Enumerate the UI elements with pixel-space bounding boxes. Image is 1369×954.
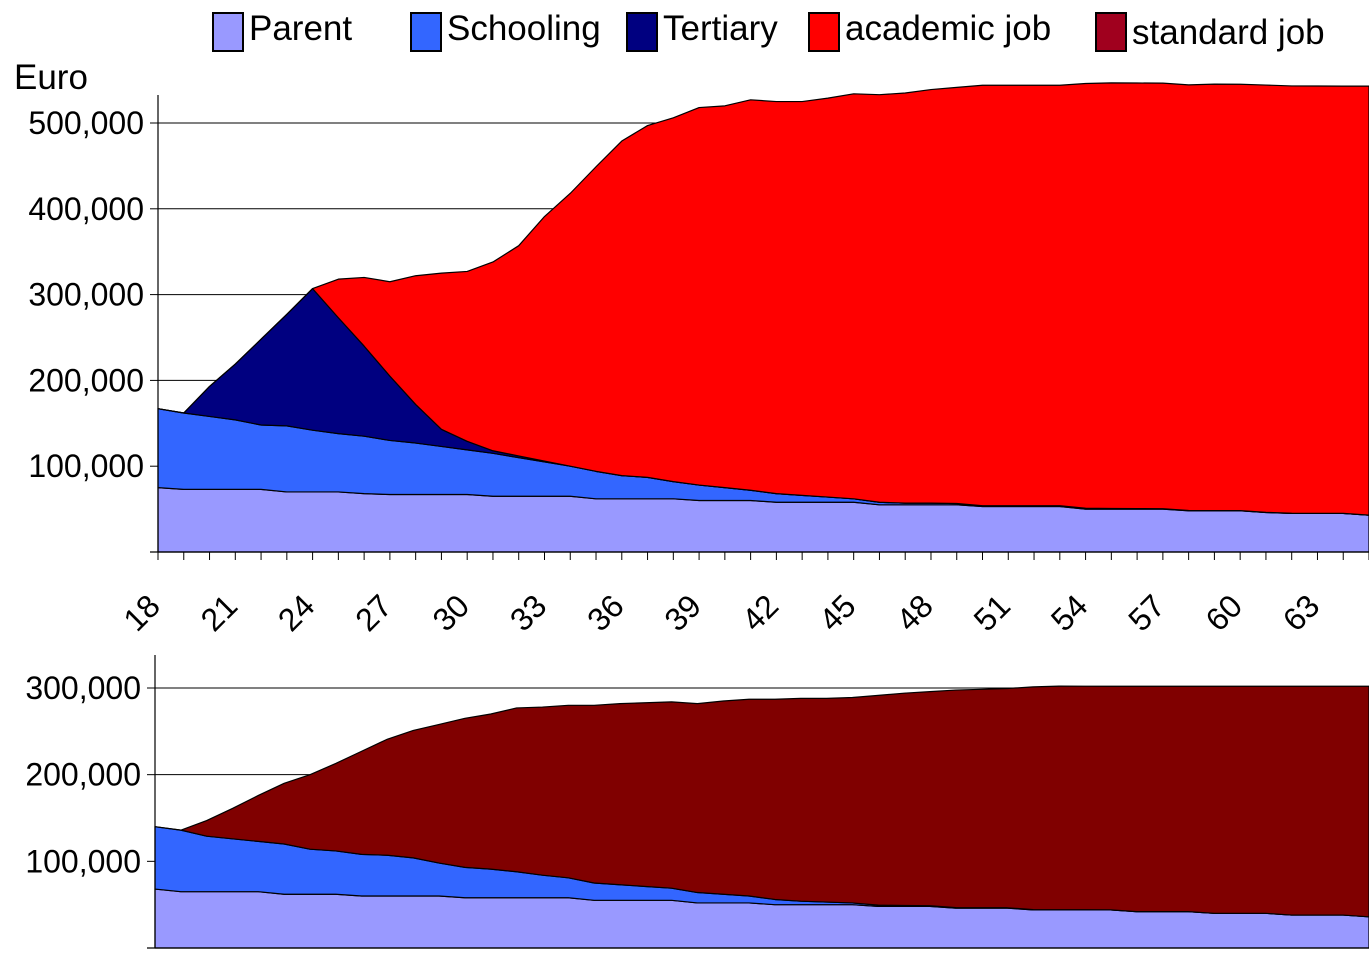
legend-swatch-tertiary bbox=[626, 12, 658, 52]
legend: Parent Schooling Tertiary academic job s… bbox=[0, 0, 1369, 60]
top-chart-x-tick-label: 51 bbox=[967, 587, 1018, 638]
legend-item-tertiary: Tertiary bbox=[626, 10, 778, 52]
legend-item-schooling: Schooling bbox=[410, 10, 601, 52]
top-chart-x-tick-label: 24 bbox=[271, 587, 322, 638]
top-chart-y-tick-label: 500,000 bbox=[28, 105, 144, 141]
bottom-chart-area-standard bbox=[154, 685, 1369, 918]
top-chart-x-tick-label: 36 bbox=[580, 587, 631, 638]
legend-label-schooling: Schooling bbox=[447, 9, 601, 48]
top-chart-x-tick-label: 63 bbox=[1276, 587, 1327, 638]
top-chart-y-tick-label: 100,000 bbox=[28, 448, 144, 484]
bottom-chart-y-tick-label: 200,000 bbox=[25, 757, 141, 793]
y-axis-unit-label: Euro bbox=[14, 58, 88, 97]
top-chart-x-tick-label: 54 bbox=[1044, 587, 1095, 638]
top-chart-x-tick-label: 33 bbox=[503, 587, 554, 638]
top-chart-x-tick-label: 57 bbox=[1121, 587, 1172, 638]
top-chart-x-tick-label: 60 bbox=[1198, 587, 1249, 638]
top-chart-x-tick-label: 21 bbox=[194, 587, 245, 638]
legend-swatch-parent bbox=[212, 12, 244, 52]
legend-item-parent: Parent bbox=[212, 10, 352, 52]
top-chart-area-academic bbox=[157, 82, 1369, 516]
top-chart-x-tick-label: 48 bbox=[889, 587, 940, 638]
legend-swatch-standard bbox=[1095, 12, 1127, 52]
legend-label-parent: Parent bbox=[249, 9, 353, 48]
top-chart-x-tick-label: 27 bbox=[348, 587, 399, 638]
top-chart-y-tick-label: 300,000 bbox=[28, 277, 144, 313]
top-chart-x-tick-label: 45 bbox=[812, 587, 863, 638]
legend-item-standard: standard job bbox=[1095, 10, 1325, 52]
top-chart-y-tick-label: 200,000 bbox=[28, 362, 144, 398]
legend-swatch-schooling bbox=[410, 12, 442, 52]
legend-swatch-academic bbox=[808, 12, 840, 52]
top-chart-x-tick-label: 42 bbox=[735, 587, 786, 638]
top-chart-y-tick-label: 400,000 bbox=[28, 191, 144, 227]
legend-item-academic: academic job bbox=[808, 10, 1051, 52]
bottom-chart-y-tick-label: 300,000 bbox=[25, 670, 141, 706]
top-chart-x-tick-label: 30 bbox=[426, 587, 477, 638]
bottom-chart-y-tick-label: 100,000 bbox=[25, 843, 141, 879]
legend-label-standard: standard job bbox=[1132, 13, 1325, 52]
top-chart-x-tick-label: 18 bbox=[116, 587, 167, 638]
legend-label-tertiary: Tertiary bbox=[663, 9, 778, 48]
top-chart-x-tick-label: 39 bbox=[657, 587, 708, 638]
legend-label-academic: academic job bbox=[845, 9, 1052, 48]
